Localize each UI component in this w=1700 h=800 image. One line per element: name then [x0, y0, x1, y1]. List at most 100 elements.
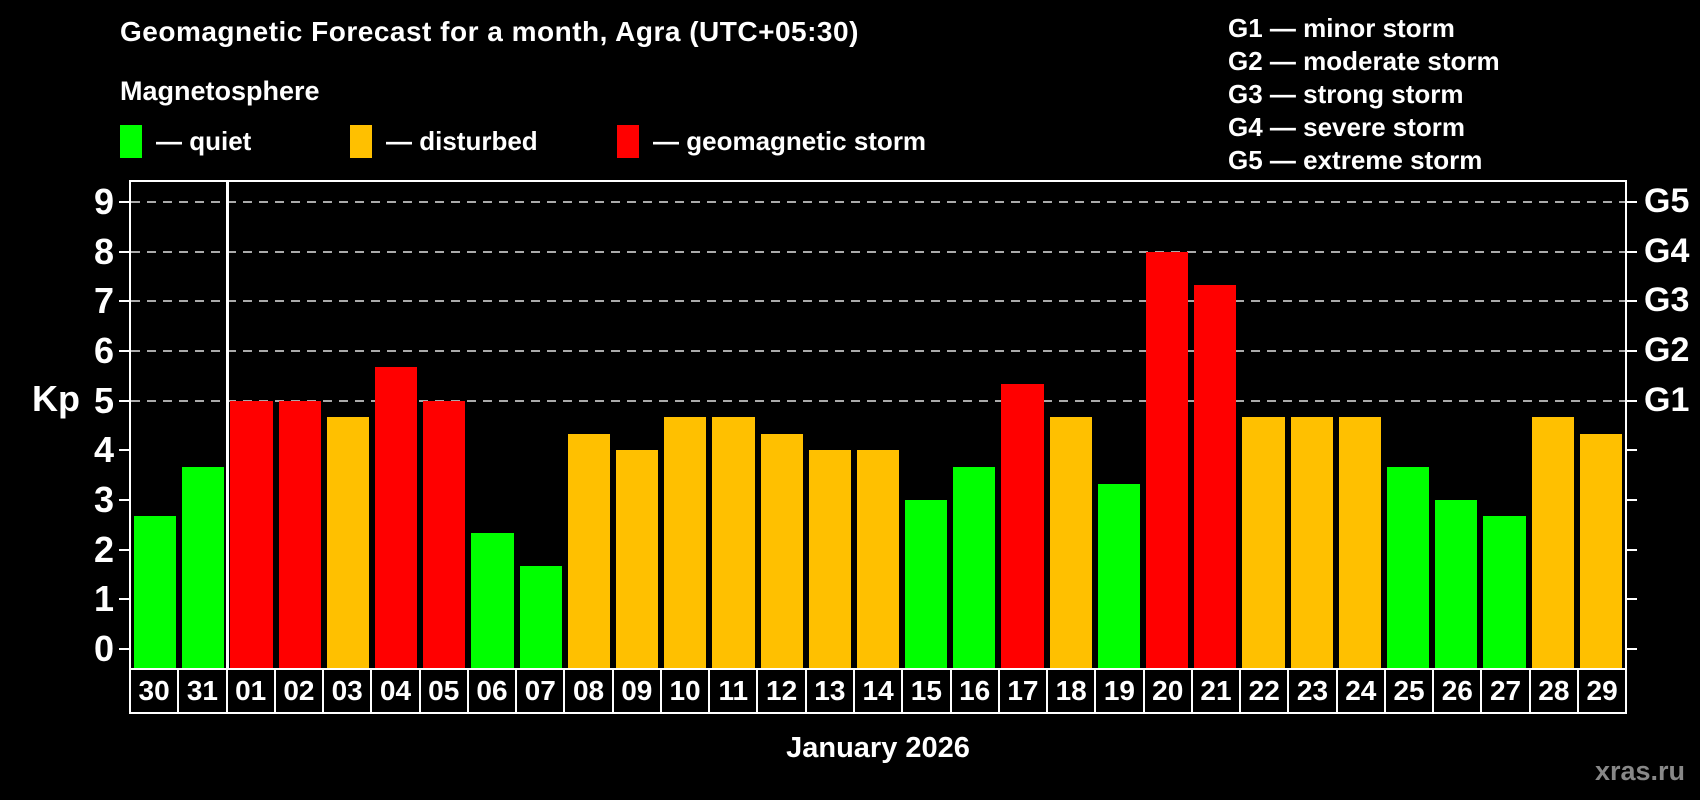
gridline-kp6 [131, 349, 1625, 352]
right-axis-label-g3: G3 [1644, 281, 1690, 320]
y-axis-title-kp: Kp [32, 378, 80, 419]
left-tick-kp1 [119, 598, 129, 601]
bar-day-24 [1338, 417, 1382, 668]
day-label-01: 01 [227, 670, 276, 712]
y-axis-label-1: 1 [93, 578, 114, 620]
g-scale-legend: G1 — minor storm G2 — moderate storm G3 — … [1228, 12, 1500, 177]
legend-label-disturbed: — disturbed [386, 125, 538, 156]
bar-day-04 [374, 367, 418, 668]
day-label-19: 19 [1096, 670, 1145, 712]
legend-swatch-disturbed [350, 124, 372, 158]
left-tick-kp7 [119, 300, 129, 303]
right-tick-kp2 [1627, 548, 1637, 551]
right-tick-kp9 [1627, 200, 1637, 203]
bar-day-03 [326, 417, 369, 668]
legend-label-quiet: — quiet [156, 125, 252, 156]
right-tick-kp0 [1627, 648, 1637, 651]
left-tick-kp5 [119, 399, 129, 402]
day-label-28: 28 [1530, 670, 1579, 712]
legend-swatch-storm [617, 124, 639, 158]
y-axis-label-8: 8 [93, 230, 114, 272]
watermark-xras: xras.ru [1594, 756, 1685, 786]
x-axis-day-labels: 30 31 01 02 03 04 05 06 07 08 09 10 11 12 13 14 15 16 17 18… [129, 668, 1627, 714]
page-title: Geomagnetic Forecast for a month, Agra (… [120, 16, 859, 47]
bar-day-27 [1483, 516, 1526, 668]
legend-label-storm: — geomagnetic storm [653, 125, 927, 156]
legend-item-disturbed: — disturbed [350, 120, 538, 162]
bar-day-23 [1290, 417, 1333, 668]
bar-day-06 [471, 533, 514, 668]
bar-day-13 [808, 450, 851, 668]
plot-area [129, 180, 1627, 670]
bar-day-08 [567, 433, 610, 668]
day-label-14: 14 [854, 670, 904, 712]
left-tick-kp4 [119, 449, 129, 452]
day-label-20: 20 [1144, 670, 1193, 712]
day-label-07: 07 [517, 670, 566, 712]
right-tick-kp8 [1627, 250, 1637, 253]
day-label-08: 08 [565, 670, 614, 712]
bar-day-31 [182, 466, 225, 668]
legend-item-storm: — geomagnetic storm [617, 120, 926, 162]
bar-day-12 [760, 433, 803, 668]
y-axis-label-4: 4 [93, 429, 114, 471]
day-label-06: 06 [468, 670, 518, 712]
day-label-29: 29 [1578, 670, 1626, 712]
day-label-27: 27 [1482, 670, 1531, 712]
bar-day-17 [1001, 384, 1044, 668]
right-tick-kp5 [1627, 399, 1637, 402]
y-axis-label-9: 9 [93, 180, 114, 222]
bar-day-22 [1242, 417, 1285, 668]
bar-day-19 [1097, 483, 1141, 668]
g-legend-line-g3: G3 — strong storm [1228, 79, 1464, 109]
right-axis-label-g5: G5 [1644, 181, 1690, 220]
day-label-30: 30 [131, 670, 180, 712]
day-label-22: 22 [1241, 670, 1290, 712]
right-tick-kp7 [1627, 300, 1637, 303]
right-axis-label-g4: G4 [1644, 231, 1690, 270]
right-tick-kp1 [1627, 598, 1637, 601]
y-axis-label-6: 6 [93, 329, 114, 371]
day-label-02: 02 [275, 670, 325, 712]
plot-inner [131, 182, 1625, 668]
left-tick-kp2 [119, 548, 129, 551]
bar-day-25 [1387, 466, 1430, 668]
bar-day-30 [134, 516, 177, 668]
day-label-11: 11 [710, 670, 759, 712]
left-tick-kp8 [119, 250, 129, 253]
day-label-09: 09 [613, 670, 662, 712]
bar-day-26 [1435, 500, 1478, 668]
bar-day-05 [423, 400, 466, 668]
bar-day-28 [1531, 417, 1574, 668]
gridline-kp5 [131, 399, 1625, 402]
right-axis-label-g1: G1 [1644, 380, 1690, 419]
g-legend-line-g2: G2 — moderate storm [1228, 46, 1500, 76]
subtitle-magnetosphere: Magnetosphere [120, 76, 320, 106]
right-tick-kp4 [1627, 449, 1637, 452]
g-legend-line-g1: G1 — minor storm [1228, 13, 1455, 43]
bar-day-18 [1049, 417, 1092, 668]
day-label-05: 05 [420, 670, 469, 712]
kp-status-legend: — quiet — disturbed — geomagnetic storm [0, 120, 1100, 162]
day-label-31: 31 [179, 670, 228, 712]
legend-item-quiet: — quiet [120, 120, 251, 162]
day-label-26: 26 [1434, 670, 1483, 712]
day-label-25: 25 [1385, 670, 1435, 712]
bar-day-01 [230, 400, 273, 668]
bar-day-21 [1194, 284, 1237, 668]
bar-day-02 [278, 400, 321, 668]
day-label-21: 21 [1192, 670, 1242, 712]
bar-day-07 [519, 566, 562, 668]
right-tick-kp3 [1627, 499, 1637, 502]
day-label-13: 13 [806, 670, 855, 712]
gridline-kp9 [131, 200, 1625, 203]
day-label-24: 24 [1337, 670, 1386, 712]
bar-day-10 [664, 417, 707, 668]
left-tick-kp9 [119, 200, 129, 203]
x-axis-title-month: January 2026 [786, 732, 970, 764]
day-label-10: 10 [661, 670, 711, 712]
day-label-18: 18 [1048, 670, 1097, 712]
bar-day-11 [712, 417, 755, 668]
day-label-23: 23 [1289, 670, 1338, 712]
